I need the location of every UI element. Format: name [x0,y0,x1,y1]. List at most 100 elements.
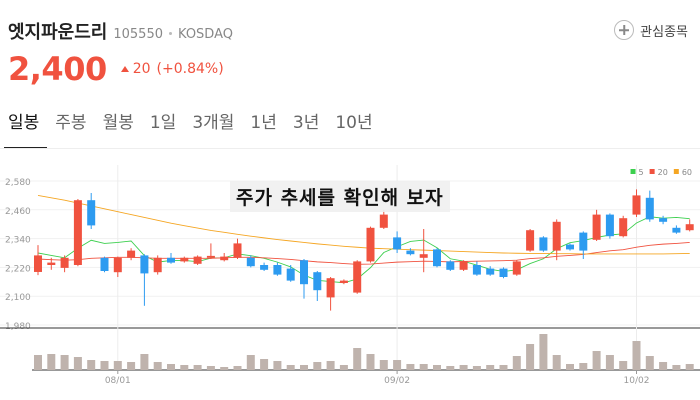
candle-body [685,224,694,231]
candle-body [579,232,588,251]
volume-bar [300,365,308,370]
volume-bar [206,366,215,370]
ma-line [37,194,690,255]
candle-body [73,200,82,265]
volume-bar [419,364,428,370]
candle-body [167,257,175,263]
volume-bar [180,365,189,370]
period-tab[interactable]: 3년 [292,113,320,133]
x-tick-label: 08/01 [105,376,131,386]
volume-bar [326,361,335,370]
volume-bar [286,365,295,370]
candle-body [499,268,508,277]
volume-bar [260,359,269,370]
volume-bar [127,362,136,370]
candle-body [419,254,428,258]
stock-header: 엣지파운드리 105550 KOSDAQ [8,18,233,44]
change-percent: (+0.84%) [156,61,224,77]
stock-code: 105550 [113,27,163,42]
volume-bar [672,365,681,370]
candle-body [659,218,668,222]
y-tick-label: 2,580 [5,178,31,188]
candle-body [592,214,601,240]
candle-body [486,268,495,275]
volume-bar [113,361,122,370]
watch-button[interactable]: 관심종목 [614,20,688,40]
candle-body [34,255,42,272]
candle-body [472,265,481,275]
candle-body [326,278,335,298]
volume-bar [486,365,495,370]
volume-bar [632,341,641,370]
candle-body [127,250,136,258]
candle-body [260,265,269,270]
candle-body [446,261,455,270]
volume-bar [100,361,109,370]
volume-bar [579,363,588,370]
candle-body [100,257,109,271]
volume-bar [499,365,508,370]
period-tab[interactable]: 1년 [250,113,277,133]
x-tick-label: 09/02 [384,376,410,386]
period-tab[interactable]: 1일 [149,113,177,133]
y-tick-label: 2,100 [5,293,31,303]
volume-bar [193,365,202,370]
candle-body [140,255,149,274]
volume-bar [472,366,481,370]
period-tabs: 일봉 주봉 월봉 1일 3개월 1년 3년 10년 [0,108,381,149]
volume-bar [87,360,96,370]
candle-body [273,265,282,275]
candle-body [459,261,468,270]
y-tick-label: 2,220 [5,264,31,274]
candle-body [47,262,56,265]
y-tick-label: 2,340 [5,236,31,246]
volume-bar [659,362,668,370]
legend-swatch [630,169,636,174]
plus-icon [614,20,635,40]
candle-body [512,261,521,275]
candle-body [313,272,322,291]
period-tab[interactable]: 3개월 [192,113,235,133]
ma-line [37,216,690,284]
candle-body [566,244,574,250]
volume-bar [34,355,42,370]
candle-body [300,260,308,285]
volume-bar [140,354,149,370]
divider [0,148,700,149]
watch-label: 관심종목 [640,24,688,40]
stock-name: 엣지파운드리 [8,22,108,43]
volume-bar [446,366,455,370]
period-tab[interactable]: 월봉 [102,113,134,133]
volume-bar [366,354,375,370]
volume-bar [526,344,535,370]
legend-swatch [649,169,655,174]
volume-bar [167,364,175,370]
candle-body [433,249,441,267]
candle-body [60,257,69,268]
candle-body [605,214,614,237]
candle-body [87,200,96,226]
period-tab[interactable]: 10년 [335,113,373,133]
volume-bar [539,334,548,370]
volume-bar [233,366,242,370]
candle-body [645,197,654,220]
y-tick-label: 2,460 [5,207,31,217]
candle-body [286,268,295,281]
volume-bar [220,367,229,370]
volume-bar [605,355,614,370]
candle-body [619,218,628,237]
candle-body [393,237,402,250]
volume-bar [60,355,69,370]
candle-body [406,250,415,255]
candle-body [526,230,535,251]
volume-bar [339,365,348,370]
volume-bar [566,364,574,370]
period-tab[interactable]: 주봉 [55,113,87,133]
y-tick-label: 1,980 [5,322,31,332]
candle-body [113,257,122,273]
candle-body [193,256,202,264]
volume-bar [406,364,415,370]
candle-body [246,257,255,267]
candle-body [353,261,362,293]
